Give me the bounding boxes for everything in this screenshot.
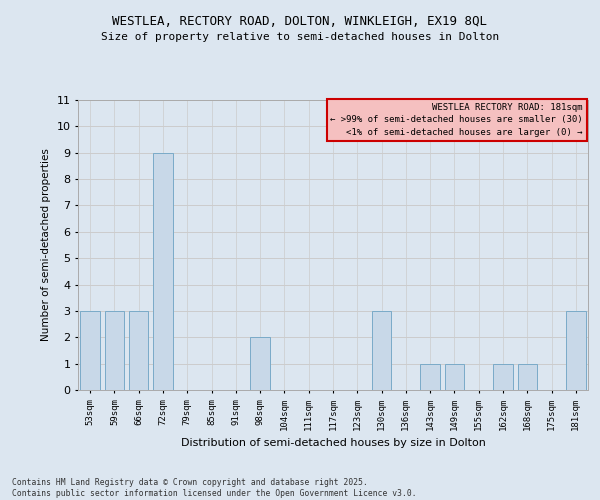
Text: Contains HM Land Registry data © Crown copyright and database right 2025.
Contai: Contains HM Land Registry data © Crown c… <box>12 478 416 498</box>
Bar <box>566 311 586 390</box>
Bar <box>153 152 173 390</box>
Bar <box>250 338 270 390</box>
Bar <box>129 311 148 390</box>
Text: WESTLEA RECTORY ROAD: 181sqm
← >99% of semi-detached houses are smaller (30)
<1%: WESTLEA RECTORY ROAD: 181sqm ← >99% of s… <box>330 103 583 137</box>
Bar <box>445 364 464 390</box>
Text: WESTLEA, RECTORY ROAD, DOLTON, WINKLEIGH, EX19 8QL: WESTLEA, RECTORY ROAD, DOLTON, WINKLEIGH… <box>113 15 487 28</box>
Bar <box>105 311 124 390</box>
Y-axis label: Number of semi-detached properties: Number of semi-detached properties <box>41 148 51 342</box>
Bar <box>80 311 100 390</box>
Bar <box>421 364 440 390</box>
Bar <box>372 311 391 390</box>
Bar <box>493 364 513 390</box>
Text: Size of property relative to semi-detached houses in Dolton: Size of property relative to semi-detach… <box>101 32 499 42</box>
Bar <box>518 364 537 390</box>
X-axis label: Distribution of semi-detached houses by size in Dolton: Distribution of semi-detached houses by … <box>181 438 485 448</box>
